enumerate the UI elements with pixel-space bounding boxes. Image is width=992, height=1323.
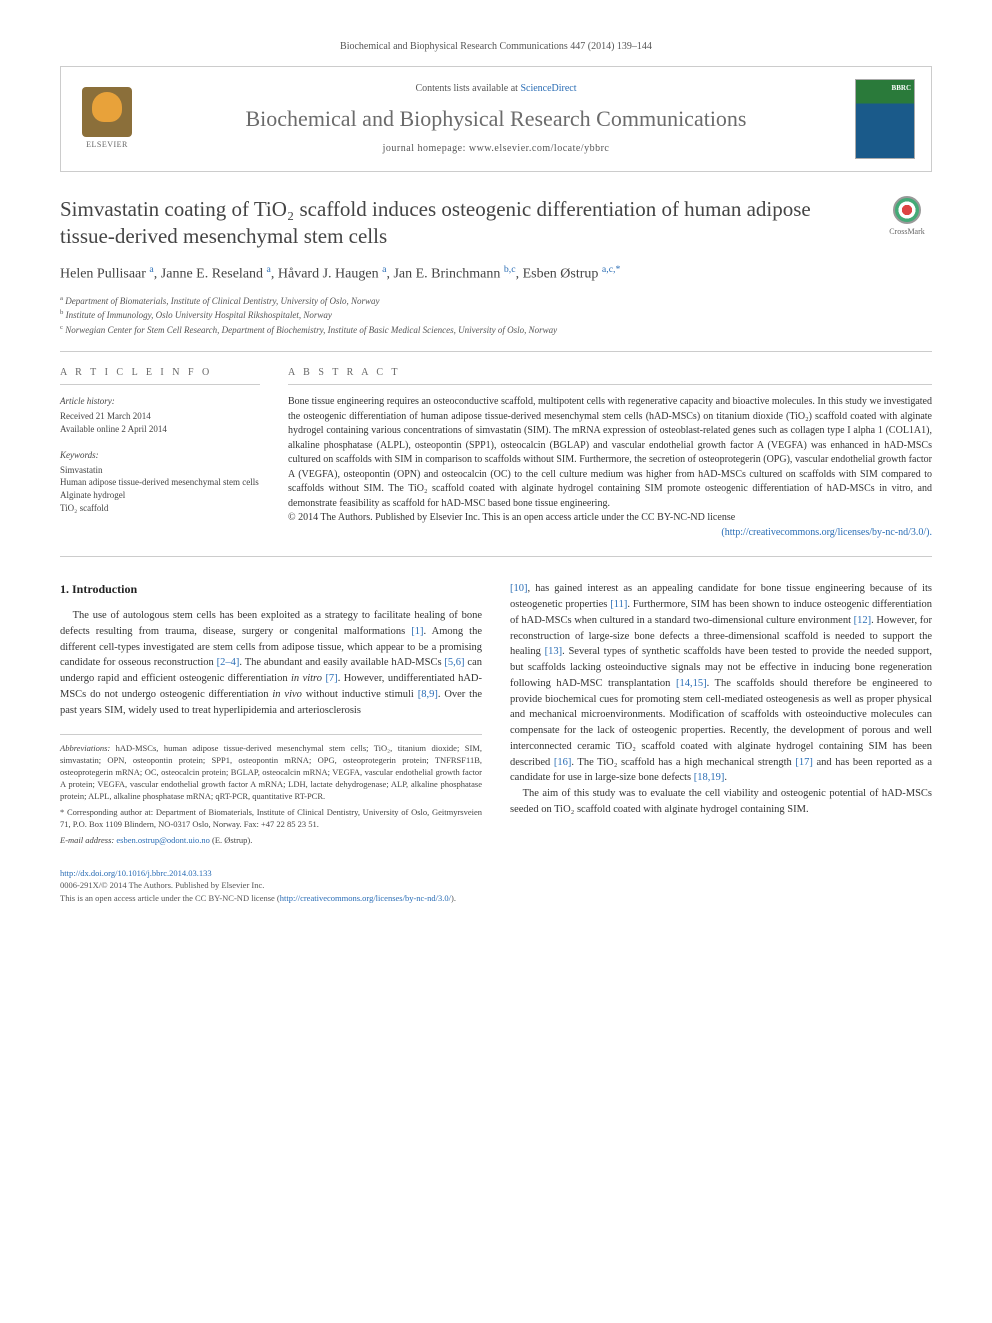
journal-banner: ELSEVIER Contents lists available at Sci… — [60, 66, 932, 172]
intro-col1: The use of autologous stem cells has bee… — [60, 608, 482, 718]
journal-cover-thumb — [855, 79, 915, 159]
abstract-body: Bone tissue engineering requires an oste… — [288, 396, 932, 509]
license-close: ). — [451, 893, 456, 903]
banner-center: Contents lists available at ScienceDirec… — [153, 82, 839, 157]
abbreviations: Abbreviations: hAD-MSCs, human adipose t… — [60, 743, 482, 802]
affiliations: a Department of Biomaterials, Institute … — [60, 294, 932, 353]
intro-p3: The aim of this study was to evaluate th… — [510, 786, 932, 818]
homepage-label: journal homepage: — [383, 143, 469, 154]
running-header: Biochemical and Biophysical Research Com… — [60, 40, 932, 54]
license-line: This is an open access article under the… — [60, 893, 280, 903]
journal-name: Biochemical and Biophysical Research Com… — [153, 104, 839, 135]
footer-license-link[interactable]: http://creativecommons.org/licenses/by-n… — [280, 893, 451, 903]
crossmark-label: CrossMark — [889, 227, 925, 236]
corresponding: * Corresponding author at: Department of… — [60, 807, 482, 831]
article-info-heading: A R T I C L E I N F O — [60, 366, 260, 385]
footnotes: Abbreviations: hAD-MSCs, human adipose t… — [60, 734, 482, 846]
crossmark-badge[interactable]: CrossMark — [882, 196, 932, 237]
elsevier-label: ELSEVIER — [86, 139, 128, 150]
info-abstract-row: A R T I C L E I N F O Article history: R… — [60, 366, 932, 557]
homepage-url: www.elsevier.com/locate/ybbrc — [469, 143, 609, 154]
received-date: Received 21 March 2014 — [60, 410, 260, 423]
abstract-text: Bone tissue engineering requires an oste… — [288, 395, 932, 540]
left-column: 1. Introduction The use of autologous st… — [60, 581, 482, 846]
doi-link[interactable]: http://dx.doi.org/10.1016/j.bbrc.2014.03… — [60, 868, 212, 878]
abbrev-text: hAD-MSCs, human adipose tissue-derived m… — [60, 743, 482, 801]
abstract-copyright: © 2014 The Authors. Published by Elsevie… — [288, 512, 735, 523]
homepage-line: journal homepage: www.elsevier.com/locat… — [153, 142, 839, 156]
keywords-list: SimvastatinHuman adipose tissue-derived … — [60, 464, 260, 514]
email-person: (E. Østrup). — [212, 835, 252, 845]
keywords-label: Keywords: — [60, 449, 260, 462]
authors-line: Helen Pullisaar a, Janne E. Reseland a, … — [60, 263, 932, 284]
contents-prefix: Contents lists available at — [415, 83, 520, 94]
elsevier-tree-icon — [82, 87, 132, 137]
elsevier-logo: ELSEVIER — [77, 84, 137, 154]
email-link[interactable]: esben.ostrup@odont.uio.no — [116, 835, 210, 845]
online-date: Available online 2 April 2014 — [60, 423, 260, 436]
intro-col2: [10], has gained interest as an appealin… — [510, 581, 932, 817]
issn-line: 0006-291X/© 2014 The Authors. Published … — [60, 880, 264, 890]
email-line: E-mail address: esben.ostrup@odont.uio.n… — [60, 835, 482, 847]
abbrev-label: Abbreviations: — [60, 743, 110, 753]
abstract-heading: A B S T R A C T — [288, 366, 932, 385]
body-columns: 1. Introduction The use of autologous st… — [60, 581, 932, 846]
email-label: E-mail address: — [60, 835, 114, 845]
article-info: A R T I C L E I N F O Article history: R… — [60, 366, 260, 540]
sciencedirect-link[interactable]: ScienceDirect — [520, 83, 576, 94]
page-footer: http://dx.doi.org/10.1016/j.bbrc.2014.03… — [60, 867, 932, 905]
intro-heading: 1. Introduction — [60, 581, 482, 598]
history-label: Article history: — [60, 395, 260, 408]
article-title: Simvastatin coating of TiO₂ scaffold ind… — [60, 196, 866, 251]
right-column: [10], has gained interest as an appealin… — [510, 581, 932, 846]
crossmark-icon — [893, 196, 921, 224]
intro-p2: [10], has gained interest as an appealin… — [510, 581, 932, 786]
title-row: Simvastatin coating of TiO₂ scaffold ind… — [60, 196, 932, 251]
intro-p1: The use of autologous stem cells has bee… — [60, 608, 482, 718]
license-link[interactable]: (http://creativecommons.org/licenses/by-… — [721, 527, 932, 538]
contents-line: Contents lists available at ScienceDirec… — [153, 82, 839, 96]
abstract-column: A B S T R A C T Bone tissue engineering … — [288, 366, 932, 540]
corr-label: * Corresponding author at: — [60, 807, 153, 817]
